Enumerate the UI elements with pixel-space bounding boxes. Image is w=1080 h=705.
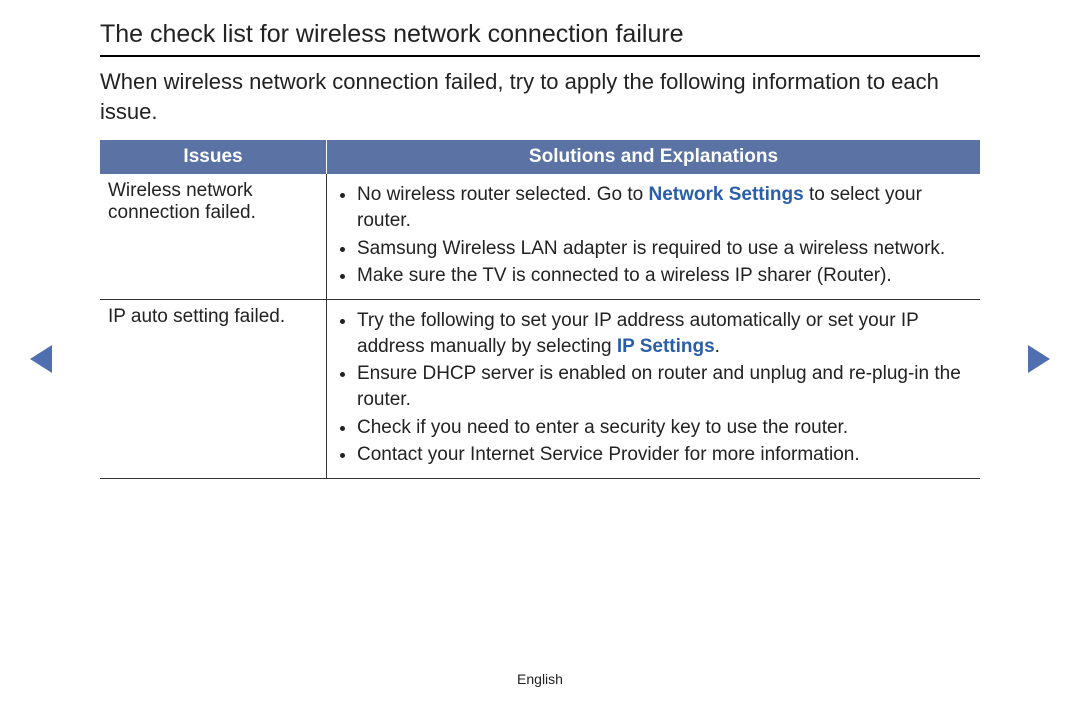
- solution-text: .: [715, 336, 720, 357]
- footer-language: English: [0, 671, 1080, 687]
- col-header-issues: Issues: [100, 140, 327, 174]
- solution-item: Contact your Internet Service Provider f…: [357, 442, 972, 468]
- next-page-arrow[interactable]: [1028, 345, 1050, 373]
- solution-cell: No wireless router selected. Go to Netwo…: [327, 174, 981, 299]
- inline-link[interactable]: Network Settings: [648, 184, 803, 205]
- solution-item: Ensure DHCP server is enabled on router …: [357, 361, 972, 412]
- solution-list: No wireless router selected. Go to Netwo…: [335, 182, 972, 289]
- table-row: IP auto setting failed. Try the following…: [100, 299, 980, 478]
- page-intro: When wireless network connection failed,…: [100, 67, 980, 126]
- prev-page-arrow[interactable]: [30, 345, 52, 373]
- table-row: Wireless network connection failed. No wi…: [100, 174, 980, 299]
- solution-item: Samsung Wireless LAN adapter is required…: [357, 236, 972, 262]
- solution-item: Check if you need to enter a security ke…: [357, 415, 972, 441]
- inline-link[interactable]: IP Settings: [617, 336, 715, 357]
- issue-cell: IP auto setting failed.: [100, 299, 327, 478]
- issue-cell: Wireless network connection failed.: [100, 174, 327, 299]
- troubleshoot-tbody: Wireless network connection failed. No wi…: [100, 174, 980, 478]
- page-title: The check list for wireless network conn…: [100, 20, 980, 57]
- col-header-solutions: Solutions and Explanations: [327, 140, 981, 174]
- troubleshoot-table: Issues Solutions and Explanations Wirele…: [100, 140, 980, 478]
- solution-cell: Try the following to set your IP address…: [327, 299, 981, 478]
- manual-page: The check list for wireless network conn…: [0, 0, 1080, 479]
- solution-list: Try the following to set your IP address…: [335, 308, 972, 468]
- solution-text: No wireless router selected. Go to: [357, 184, 648, 205]
- solution-item: No wireless router selected. Go to Netwo…: [357, 182, 972, 233]
- solution-item: Make sure the TV is connected to a wirel…: [357, 263, 972, 289]
- solution-item: Try the following to set your IP address…: [357, 308, 972, 359]
